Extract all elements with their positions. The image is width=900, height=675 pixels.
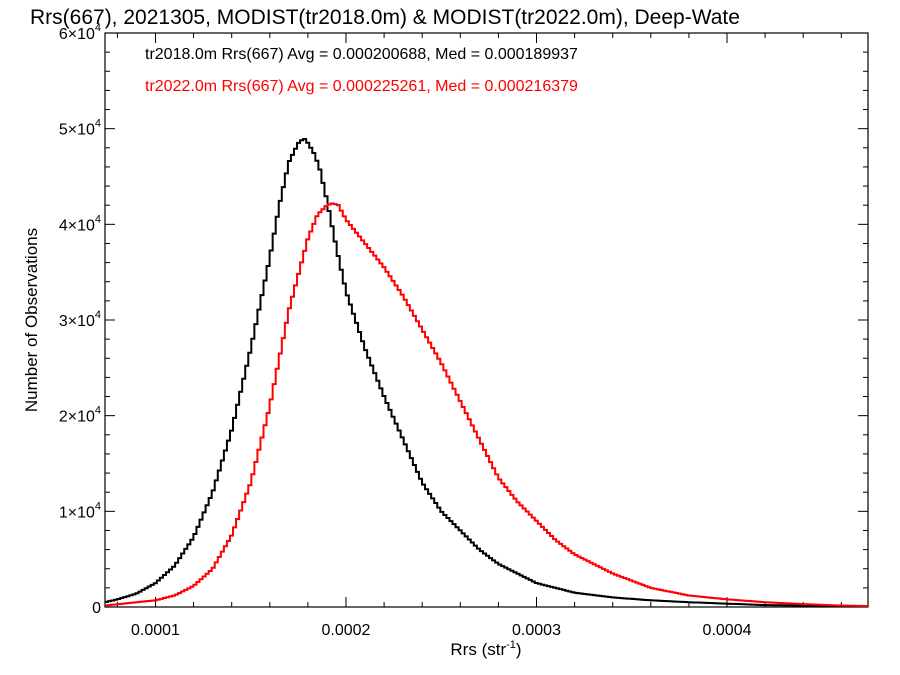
x-axis-label-main: Rrs (str [450,640,506,659]
y-tick-label: 5×104 [59,118,101,139]
x-axis-label-sup: -1 [506,639,516,651]
y-tick-label: 0 [92,600,101,617]
legend-entry-tr2022: tr2022.0m Rrs(667) Avg = 0.000225261, Me… [145,78,578,95]
y-tick-label: 1×104 [59,500,101,521]
y-tick-label: 3×104 [59,309,101,330]
x-tick-label: 0.0003 [512,622,561,639]
y-tick-label: 2×104 [59,405,101,426]
x-axis-label-close: ) [516,640,522,659]
x-tick-label: 0.0001 [131,622,180,639]
histogram-series-0 [105,137,869,608]
x-tick-label: 0.0004 [703,622,752,639]
y-tick-label: 4×104 [59,213,101,234]
legend-entry-tr2018: tr2018.0m Rrs(667) Avg = 0.000200688, Me… [145,46,578,63]
histogram-series-1 [105,202,869,608]
y-tick-labels: 0 1×104 2×104 3×104 4×104 5×104 6×104 [59,22,101,617]
axis-ticks [105,32,868,608]
y-tick-label: 6×104 [59,22,101,43]
plot-frame [104,32,869,608]
series-layer [105,137,869,608]
x-axis-label: Rrs (str-1) [450,639,521,659]
chart-title: Rrs(667), 2021305, MODIST(tr2018.0m) & M… [30,6,740,29]
y-axis-label: Number of Observations [22,228,41,412]
x-tick-labels: 0.0001 0.0002 0.0003 0.0004 [131,622,752,639]
x-tick-label: 0.0002 [322,622,371,639]
plot-border [104,32,869,608]
